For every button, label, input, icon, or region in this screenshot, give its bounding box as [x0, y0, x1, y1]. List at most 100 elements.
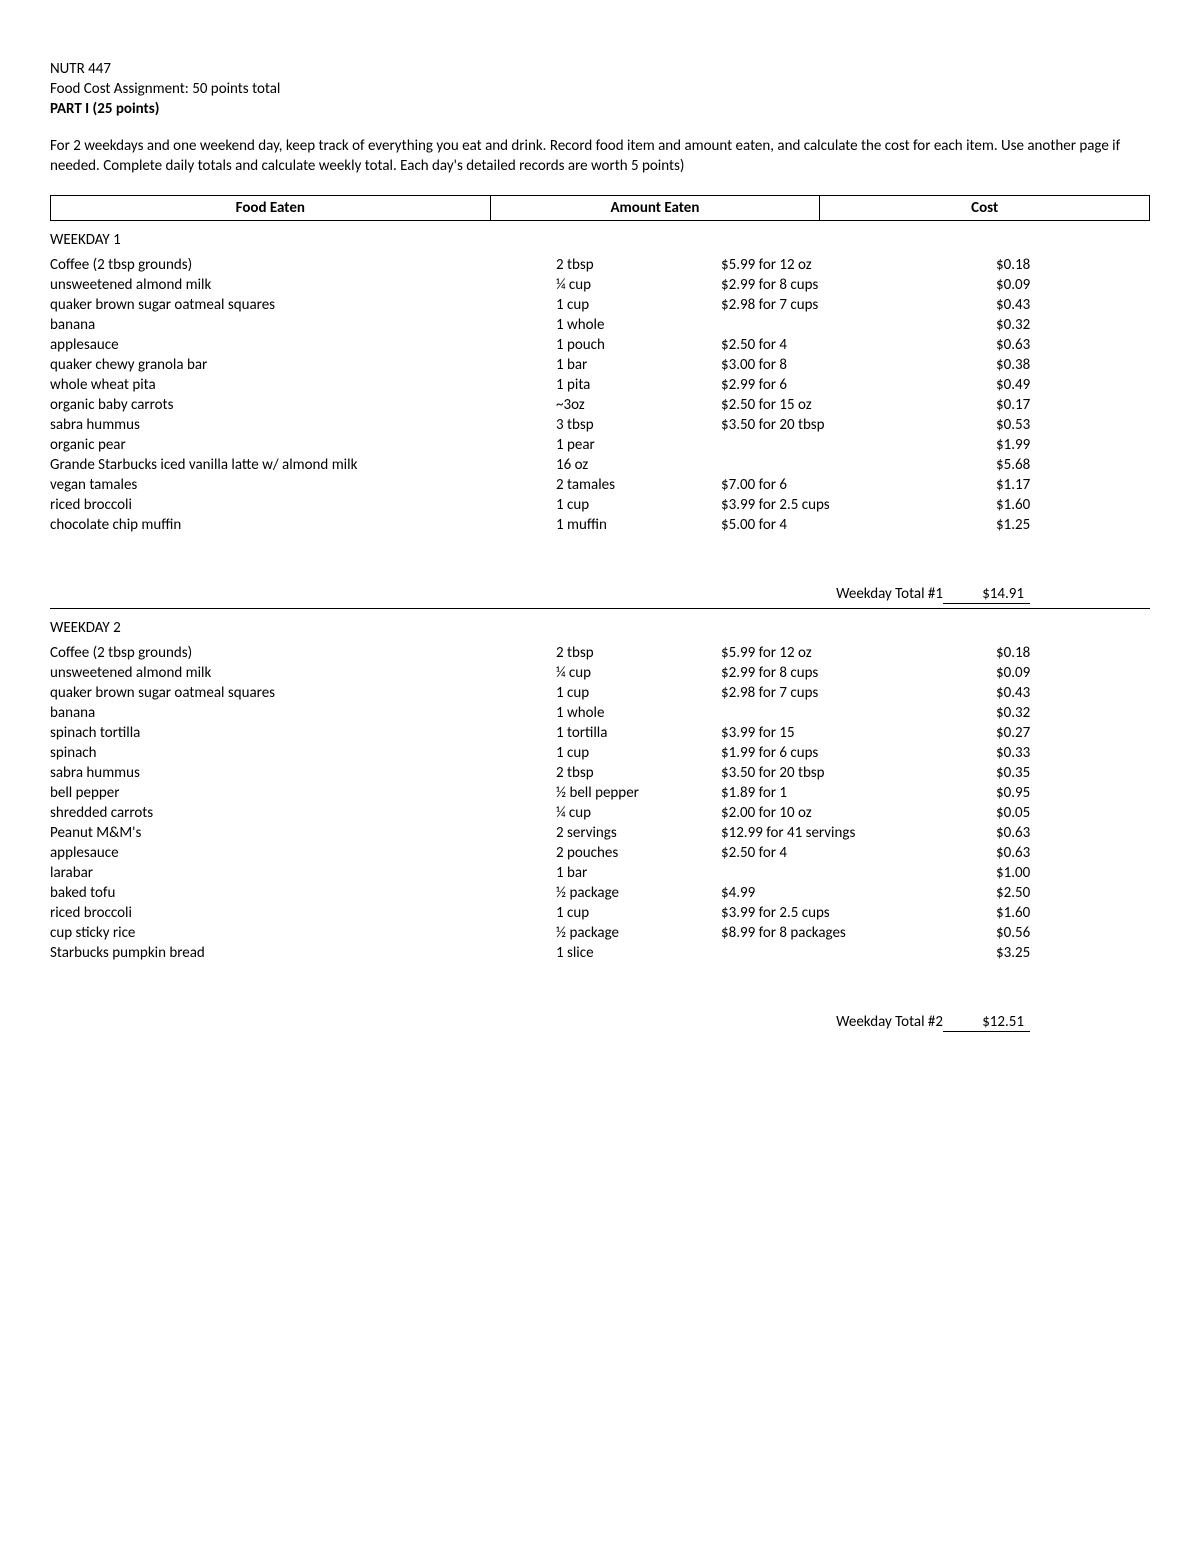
amount-cell: 1 cup	[556, 743, 721, 763]
food-cell: applesauce	[50, 843, 556, 863]
section-divider	[50, 608, 1150, 609]
table-row: applesauce1 pouch$2.50 for 4$0.63	[50, 335, 1150, 355]
amount-cell: 2 tbsp	[556, 255, 721, 275]
cost-cell: $1.60	[996, 903, 1150, 923]
price-cell: $3.99 for 2.5 cups	[721, 495, 996, 515]
weekday2-table: Coffee (2 tbsp grounds)2 tbsp$5.99 for 1…	[50, 643, 1150, 963]
amount-cell: 1 muffin	[556, 515, 721, 535]
doc-header: NUTR 447 Food Cost Assignment: 50 points…	[50, 60, 1150, 118]
amount-cell: 1 slice	[556, 943, 721, 963]
cost-cell: $0.53	[996, 415, 1150, 435]
price-cell: $3.00 for 8	[721, 355, 996, 375]
amount-cell: ½ package	[556, 923, 721, 943]
price-cell	[721, 943, 996, 963]
weekday1-title: WEEKDAY 1	[50, 231, 1150, 249]
table-row: vegan tamales2 tamales$7.00 for 6$1.17	[50, 475, 1150, 495]
food-cell: Starbucks pumpkin bread	[50, 943, 556, 963]
cost-cell: $3.25	[996, 943, 1150, 963]
table-row: unsweetened almond milk¼ cup$2.99 for 8 …	[50, 275, 1150, 295]
cost-cell: $2.50	[996, 883, 1150, 903]
table-row: sabra hummus3 tbsp$3.50 for 20 tbsp$0.53	[50, 415, 1150, 435]
table-row: whole wheat pita1 pita$2.99 for 6$0.49	[50, 375, 1150, 395]
cost-cell: $0.27	[996, 723, 1150, 743]
price-cell: $2.99 for 8 cups	[721, 663, 996, 683]
weekday2-total: Weekday Total #2$12.51	[50, 1013, 1150, 1032]
cost-cell: $0.63	[996, 843, 1150, 863]
table-row: chocolate chip muffin1 muffin$5.00 for 4…	[50, 515, 1150, 535]
table-row: spinach1 cup$1.99 for 6 cups$0.33	[50, 743, 1150, 763]
food-cell: bell pepper	[50, 783, 556, 803]
table-row: sabra hummus2 tbsp$3.50 for 20 tbsp$0.35	[50, 763, 1150, 783]
food-cell: sabra hummus	[50, 415, 556, 435]
table-row: Coffee (2 tbsp grounds)2 tbsp$5.99 for 1…	[50, 643, 1150, 663]
table-row: banana1 whole$0.32	[50, 703, 1150, 723]
food-cell: quaker chewy granola bar	[50, 355, 556, 375]
col-food: Food Eaten	[51, 195, 491, 220]
amount-cell: 2 servings	[556, 823, 721, 843]
food-cell: Peanut M&M's	[50, 823, 556, 843]
amount-cell: 1 cup	[556, 495, 721, 515]
food-cell: spinach	[50, 743, 556, 763]
cost-cell: $1.60	[996, 495, 1150, 515]
price-cell: $2.50 for 4	[721, 335, 996, 355]
table-row: riced broccoli1 cup$3.99 for 2.5 cups$1.…	[50, 495, 1150, 515]
cost-cell: $0.95	[996, 783, 1150, 803]
food-cell: quaker brown sugar oatmeal squares	[50, 683, 556, 703]
weekday1-total-label: Weekday Total #1	[836, 585, 943, 603]
price-cell: $2.00 for 10 oz	[721, 803, 996, 823]
weekday1-total-value: $14.91	[943, 585, 1030, 604]
table-row: cup sticky rice½ package$8.99 for 8 pack…	[50, 923, 1150, 943]
amount-cell: ¼ cup	[556, 663, 721, 683]
table-row: shredded carrots¼ cup$2.00 for 10 oz$0.0…	[50, 803, 1150, 823]
table-row: Starbucks pumpkin bread1 slice $3.25	[50, 943, 1150, 963]
weekday2-total-label: Weekday Total #2	[836, 1013, 943, 1031]
amount-cell: ¼ cup	[556, 275, 721, 295]
food-cell: organic baby carrots	[50, 395, 556, 415]
price-cell	[721, 315, 996, 335]
amount-cell: 1 bar	[556, 355, 721, 375]
cost-cell: $0.05	[996, 803, 1150, 823]
food-cell: Coffee (2 tbsp grounds)	[50, 643, 556, 663]
amount-cell: ½ package	[556, 883, 721, 903]
cost-cell: $0.32	[996, 703, 1150, 723]
price-cell	[721, 435, 996, 455]
cost-cell: $0.18	[996, 643, 1150, 663]
cost-cell: $0.56	[996, 923, 1150, 943]
col-amount: Amount Eaten	[490, 195, 820, 220]
cost-cell: $5.68	[996, 455, 1150, 475]
price-cell	[721, 863, 996, 883]
food-cell: unsweetened almond milk	[50, 663, 556, 683]
amount-cell: ½ bell pepper	[556, 783, 721, 803]
cost-cell: $0.33	[996, 743, 1150, 763]
amount-cell: 1 whole	[556, 315, 721, 335]
table-row: quaker brown sugar oatmeal squares1 cup$…	[50, 683, 1150, 703]
price-cell: $7.00 for 6	[721, 475, 996, 495]
amount-cell: 1 pear	[556, 435, 721, 455]
amount-cell: ¼ cup	[556, 803, 721, 823]
weekday2-title: WEEKDAY 2	[50, 619, 1150, 637]
amount-cell: 1 pouch	[556, 335, 721, 355]
table-row: bell pepper½ bell pepper$1.89 for 1$0.95	[50, 783, 1150, 803]
amount-cell: 1 cup	[556, 903, 721, 923]
weekday1-table: Coffee (2 tbsp grounds)2 tbsp$5.99 for 1…	[50, 255, 1150, 535]
weekday2-section: WEEKDAY 2 Coffee (2 tbsp grounds)2 tbsp$…	[50, 619, 1150, 1032]
price-cell	[721, 703, 996, 723]
cost-cell: $0.18	[996, 255, 1150, 275]
cost-cell: $1.17	[996, 475, 1150, 495]
course-code: NUTR 447	[50, 60, 1150, 78]
food-cell: baked tofu	[50, 883, 556, 903]
price-cell: $3.99 for 15	[721, 723, 996, 743]
price-cell: $12.99 for 41 servings	[721, 823, 996, 843]
price-cell: $2.98 for 7 cups	[721, 683, 996, 703]
table-row: organic baby carrots~3oz$2.50 for 15 oz$…	[50, 395, 1150, 415]
weekday1-section: WEEKDAY 1 Coffee (2 tbsp grounds)2 tbsp$…	[50, 231, 1150, 604]
cost-cell: $0.43	[996, 295, 1150, 315]
price-cell: $1.99 for 6 cups	[721, 743, 996, 763]
cost-cell: $0.35	[996, 763, 1150, 783]
amount-cell: 1 bar	[556, 863, 721, 883]
food-cell: banana	[50, 703, 556, 723]
price-cell: $3.50 for 20 tbsp	[721, 415, 996, 435]
food-cell: riced broccoli	[50, 903, 556, 923]
amount-cell: 2 tbsp	[556, 643, 721, 663]
amount-cell: 1 tortilla	[556, 723, 721, 743]
